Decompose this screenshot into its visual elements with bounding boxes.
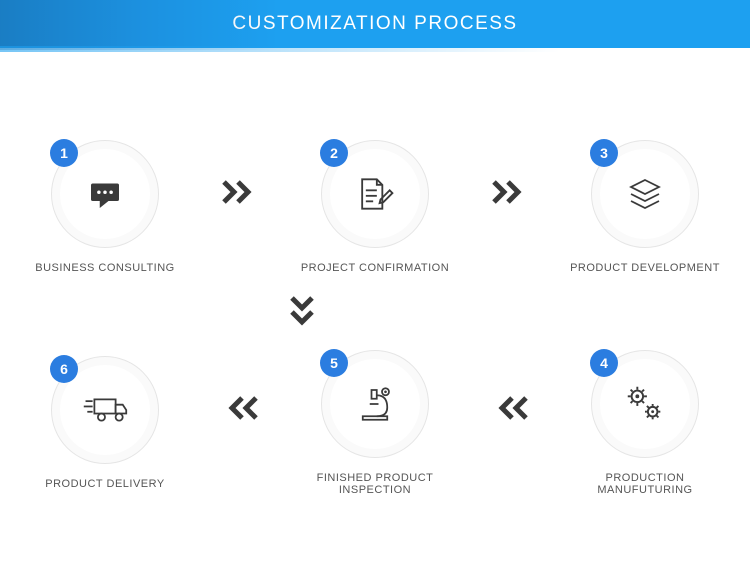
process-row-2: 6 PRODUCT DELIVERY 5 [0, 350, 750, 496]
arrow-right-icon [492, 174, 528, 210]
step-badge: 3 [590, 139, 618, 167]
chat-icon [84, 173, 126, 215]
step-badge: 1 [50, 139, 78, 167]
arrow-left-icon [222, 390, 258, 426]
step-5: 5 FINISHED PRODUCT INSPECTION [290, 350, 460, 496]
arrow-left-icon [492, 390, 528, 426]
arrow-right-icon [222, 174, 258, 210]
gears-icon [622, 381, 668, 427]
step-badge: 4 [590, 349, 618, 377]
step-label: BUSINESS CONSULTING [35, 262, 175, 274]
step-circle: 3 [591, 140, 699, 248]
step-badge: 5 [320, 349, 348, 377]
arrow-down-icon [284, 296, 320, 332]
step-2: 2 PROJECT CONFIRMATION [290, 140, 460, 274]
step-circle: 6 [51, 356, 159, 464]
step-4: 4 [560, 350, 730, 496]
step-label: PROJECT CONFIRMATION [301, 262, 449, 274]
header-underline [0, 46, 560, 52]
step-3: 3 PRODUCT DEVELOPMENT [560, 140, 730, 274]
step-label: FINISHED PRODUCT INSPECTION [290, 472, 460, 496]
process-row-1: 1 BUSINESS CONSULTING 2 [0, 140, 750, 274]
step-circle: 5 [321, 350, 429, 458]
header-title: CUSTOMIZATION PROCESS [232, 13, 517, 35]
step-badge: 2 [320, 139, 348, 167]
step-label: PRODUCTION MANUFUTURING [560, 472, 730, 496]
vertical-connector [0, 284, 750, 350]
step-label: PRODUCT DELIVERY [45, 478, 164, 490]
step-badge: 6 [50, 355, 78, 383]
header-banner: CUSTOMIZATION PROCESS [0, 0, 750, 48]
truck-icon [82, 389, 128, 431]
step-label: PRODUCT DEVELOPMENT [570, 262, 720, 274]
step-circle: 2 [321, 140, 429, 248]
step-circle: 4 [591, 350, 699, 458]
step-6: 6 PRODUCT DELIVERY [20, 356, 190, 490]
microscope-icon [354, 382, 396, 426]
step-circle: 1 [51, 140, 159, 248]
layers-icon [624, 173, 666, 215]
process-diagram: 1 BUSINESS CONSULTING 2 [0, 140, 750, 506]
step-1: 1 BUSINESS CONSULTING [20, 140, 190, 274]
document-pencil-icon [353, 172, 397, 216]
